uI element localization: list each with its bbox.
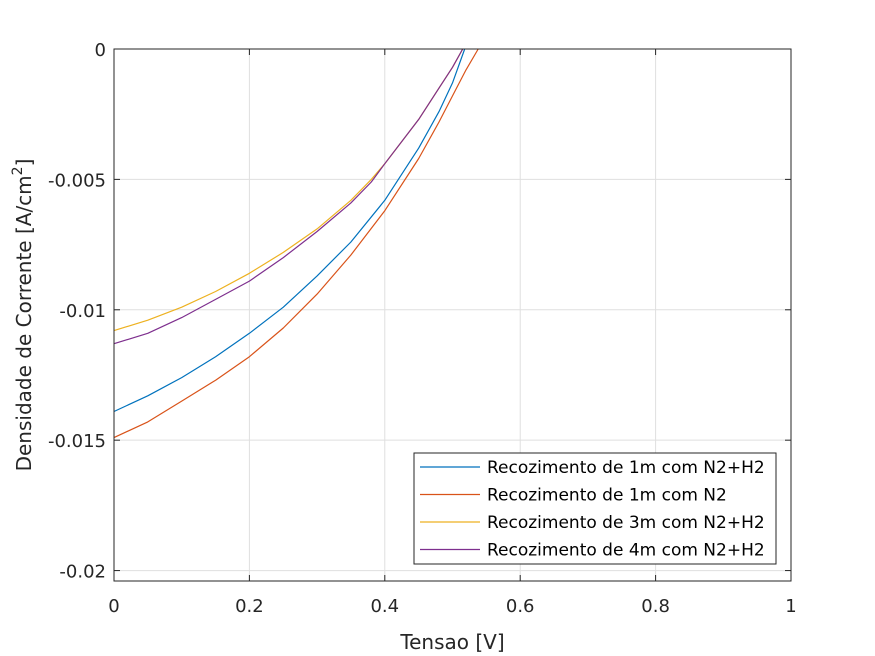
y-tick-label: -0.02 bbox=[59, 562, 106, 583]
x-axis-ticks: 0 0.2 0.4 0.6 0.8 1 bbox=[108, 49, 797, 617]
y-tick-label: -0.015 bbox=[48, 431, 106, 452]
x-tick-label: 0.8 bbox=[641, 596, 670, 617]
y-axis-label-superscript: 2 bbox=[10, 166, 26, 175]
y-axis-label-main: Densidade de Corrente [A/cm bbox=[12, 175, 36, 471]
x-tick-label: 0.4 bbox=[370, 596, 399, 617]
legend-box bbox=[413, 452, 777, 565]
x-tick-label: 0 bbox=[108, 596, 119, 617]
x-tick-label: 0.6 bbox=[506, 596, 535, 617]
series-line-1 bbox=[113, 48, 466, 413]
y-axis-label-end: ] bbox=[12, 159, 36, 167]
x-tick-label: 0.2 bbox=[235, 596, 264, 617]
y-axis-label: Densidade de Corrente [A/cm2] bbox=[10, 159, 36, 472]
legend-items: Recozimento de 1m com N2+H2 Recozimento d… bbox=[420, 458, 765, 561]
y-axis-ticks: 0 -0.005 -0.01 -0.015 -0.02 bbox=[48, 40, 791, 583]
x-tick-label: 1 bbox=[785, 596, 796, 617]
series-line-2 bbox=[113, 48, 479, 439]
legend-label-1: Recozimento de 1m com N2+H2 bbox=[487, 458, 765, 478]
y-tick-label: -0.005 bbox=[48, 170, 106, 191]
y-tick-label: -0.01 bbox=[59, 301, 106, 322]
series-line-4 bbox=[113, 48, 464, 345]
legend-label-3: Recozimento de 3m com N2+H2 bbox=[487, 513, 765, 533]
y-tick-label: 0 bbox=[95, 40, 106, 61]
legend-label-4: Recozimento de 4m com N2+H2 bbox=[487, 541, 765, 561]
legend-label-2: Recozimento de 1m com N2 bbox=[487, 486, 727, 506]
axes-box bbox=[113, 48, 792, 582]
legend: Recozimento de 1m com N2+H2 Recozimento d… bbox=[413, 452, 777, 565]
series-layer bbox=[113, 48, 479, 439]
x-axis-label: Tensao [V] bbox=[399, 630, 504, 654]
